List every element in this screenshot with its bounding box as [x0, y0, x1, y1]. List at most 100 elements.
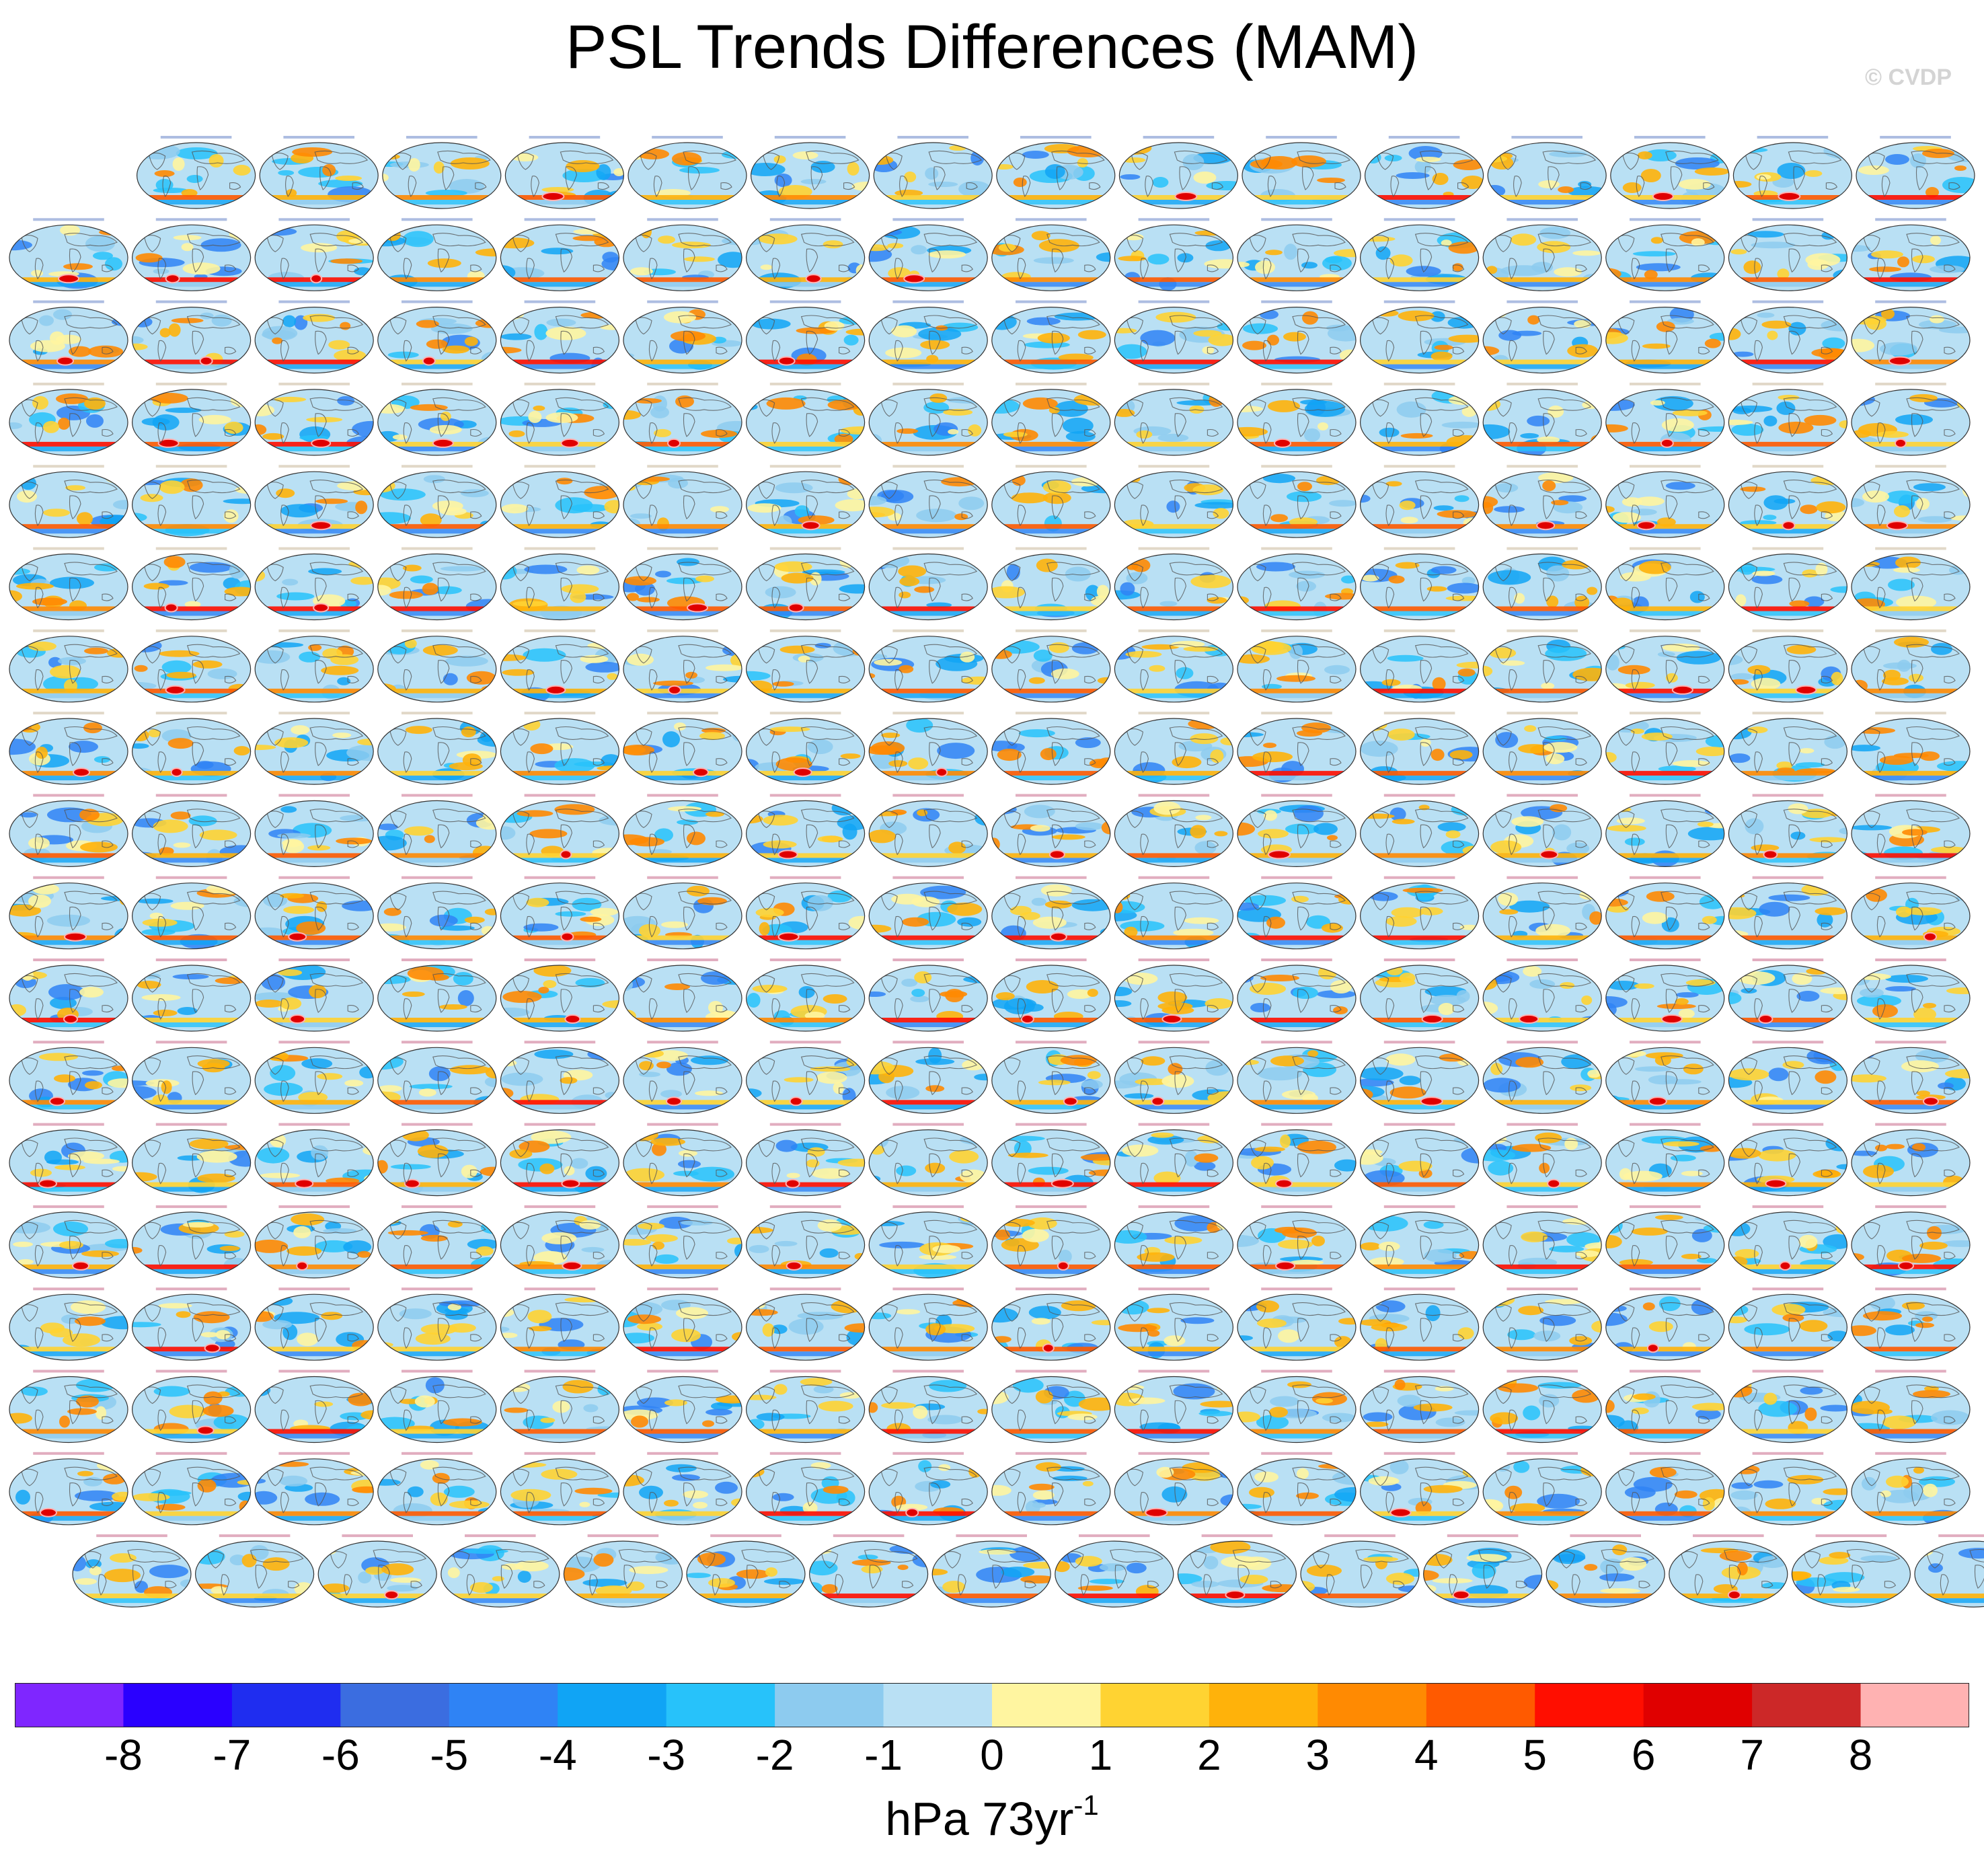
map-panel-label — [155, 959, 227, 961]
map-panel — [868, 382, 988, 456]
map-panel-border — [1605, 1458, 1725, 1526]
map-panel-label — [524, 300, 596, 303]
map-panel-border — [1482, 307, 1602, 374]
map-panel-label — [1752, 382, 1824, 385]
map-panel — [254, 382, 374, 456]
map-panel-border — [1605, 965, 1725, 1032]
map-panel — [991, 1452, 1111, 1526]
map-panel-border — [441, 1540, 560, 1608]
map-panel — [500, 382, 620, 456]
map-panel-border — [745, 1129, 866, 1197]
map-panel-label — [1506, 794, 1578, 797]
map-panel-border — [623, 965, 742, 1032]
map-panel-border — [623, 718, 742, 785]
map-panel-label — [1016, 712, 1087, 715]
map-panel-label — [33, 1370, 104, 1373]
colorbar-swatch — [449, 1683, 558, 1727]
map-panel-label — [1875, 465, 1946, 468]
map-panel — [1237, 547, 1357, 621]
map-panel-border — [1605, 553, 1725, 621]
map-panel-border — [1114, 553, 1234, 621]
map-panel-label — [1138, 547, 1210, 550]
map-panel-label — [769, 1205, 841, 1208]
map-panel-border — [500, 883, 620, 950]
map-panel-border — [1605, 883, 1725, 950]
map-panel — [1728, 959, 1847, 1032]
map-panel-border — [377, 224, 497, 291]
map-panel — [1482, 1287, 1602, 1361]
map-panel-border — [254, 389, 374, 456]
map-panel-border — [1359, 800, 1480, 868]
colorbar-tick-label: 3 — [1305, 1731, 1330, 1779]
map-panel — [745, 218, 866, 291]
map-panel-label — [1506, 712, 1578, 715]
map-panel — [1118, 136, 1239, 209]
map-panel — [72, 1534, 192, 1608]
map-panel — [1482, 1205, 1602, 1279]
map-panel-label — [1630, 712, 1701, 715]
map-panel-label — [278, 1205, 350, 1208]
map-panel-label — [1324, 1534, 1396, 1538]
map-panel-border — [563, 1540, 683, 1608]
map-panel-border — [500, 224, 620, 291]
map-panel-border — [623, 636, 742, 703]
map-panel-label — [402, 959, 473, 961]
map-panel — [1359, 218, 1480, 291]
map-panel — [991, 1370, 1111, 1443]
map-panel-border — [1728, 389, 1847, 456]
map-panel-border — [377, 800, 497, 868]
map-panel-border — [132, 965, 252, 1032]
units-base: hPa 73yr — [885, 1793, 1074, 1845]
map-panel-label — [769, 547, 841, 550]
map-panel-border — [991, 1293, 1111, 1361]
map-panel-border — [1851, 1293, 1971, 1361]
map-panel — [1610, 136, 1730, 209]
map-panel-border — [745, 965, 866, 1032]
map-panel — [623, 876, 742, 950]
map-panel — [1856, 136, 1975, 209]
map-panel — [868, 1205, 988, 1279]
map-panel — [1605, 218, 1725, 291]
colorbar-tick-label: -4 — [538, 1731, 577, 1779]
map-panel — [1728, 1041, 1847, 1114]
map-panel-label — [1875, 1123, 1946, 1126]
map-panel — [132, 547, 252, 621]
map-panel — [377, 959, 497, 1032]
map-panel-label — [892, 1287, 964, 1291]
map-panel-border — [500, 553, 620, 621]
map-panel-border — [1114, 1458, 1234, 1526]
map-panel — [9, 465, 128, 538]
map-panel — [1237, 1370, 1357, 1443]
map-panel — [132, 1452, 252, 1526]
map-panel — [1482, 300, 1602, 374]
map-panel-border — [868, 883, 988, 950]
map-panel — [1732, 136, 1852, 209]
map-panel-label — [33, 1123, 104, 1126]
map-panel — [750, 136, 870, 209]
map-panel-label — [1383, 1452, 1455, 1455]
map-panel — [1605, 547, 1725, 621]
figure-title: PSL Trends Differences (MAM) — [566, 13, 1418, 81]
copyright-label: © CVDP — [1865, 65, 1952, 90]
map-panel-label — [892, 382, 964, 385]
map-panel-label — [1630, 300, 1701, 303]
map-panel — [1728, 1205, 1847, 1279]
map-panel — [1728, 547, 1847, 621]
map-panel — [1605, 794, 1725, 868]
map-panel-border — [1359, 553, 1480, 621]
map-panel — [377, 1287, 497, 1361]
map-panel — [1851, 1205, 1971, 1279]
map-panel — [623, 465, 742, 538]
map-panel-border — [377, 1211, 497, 1279]
map-panel — [1359, 465, 1480, 538]
map-panel-border — [623, 471, 742, 538]
map-panel-label — [1261, 794, 1332, 797]
map-panel-border — [1851, 307, 1971, 374]
map-panel-label — [1630, 629, 1701, 632]
map-panel — [132, 1041, 252, 1114]
map-panel-border — [623, 553, 742, 621]
map-panel-border — [1359, 307, 1480, 374]
map-panel-label — [524, 1287, 596, 1291]
map-panel-border — [500, 800, 620, 868]
map-panel-label — [402, 1205, 473, 1208]
